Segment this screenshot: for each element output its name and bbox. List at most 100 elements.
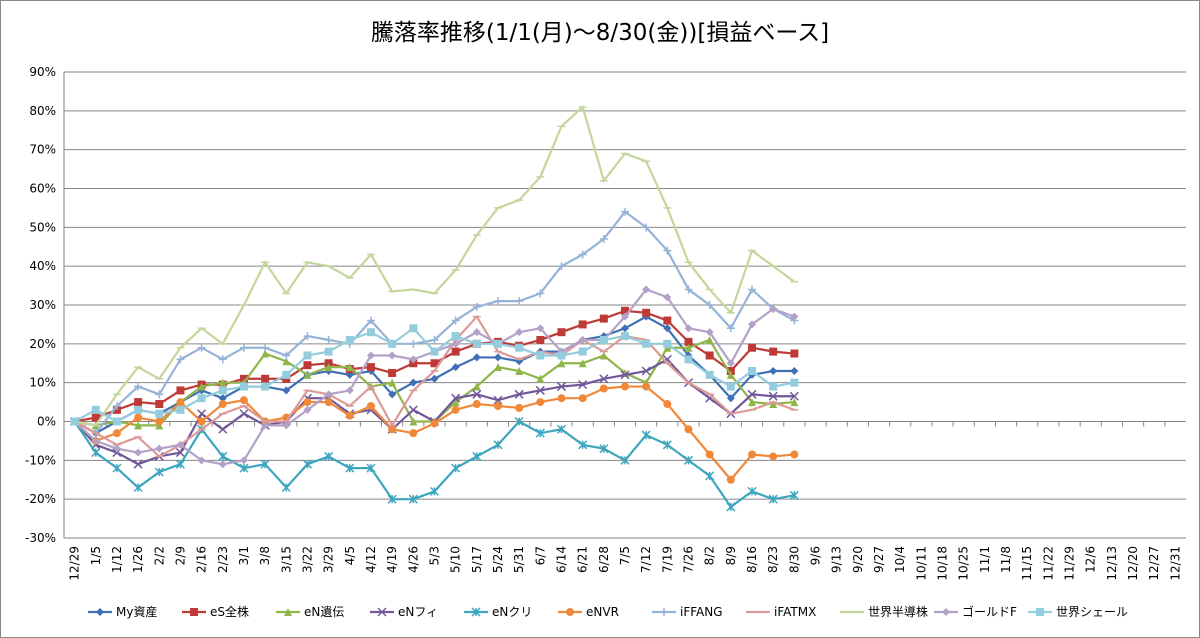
marker (70, 417, 79, 426)
y-tick-label: 80% (29, 104, 56, 118)
marker (599, 444, 609, 454)
marker (621, 324, 629, 333)
x-tick-label: 8/30 (787, 546, 801, 573)
x-tick-label: 6/28 (597, 546, 611, 573)
marker (726, 382, 735, 391)
y-tick-label: 40% (29, 259, 56, 273)
marker (599, 234, 608, 243)
marker (112, 429, 121, 438)
marker (536, 289, 545, 298)
marker (345, 335, 354, 344)
marker (324, 335, 333, 344)
marker (366, 351, 375, 360)
series (70, 207, 799, 438)
y-tick-label: 60% (29, 182, 56, 196)
x-tick-label: 2/9 (173, 546, 187, 565)
marker (303, 351, 312, 360)
y-tick-label: 10% (29, 376, 56, 390)
marker (409, 417, 418, 426)
marker (366, 328, 375, 337)
marker (472, 389, 482, 399)
marker (726, 394, 735, 403)
marker (641, 366, 651, 376)
marker (176, 355, 185, 364)
x-tick-label: 4/26 (406, 546, 420, 573)
marker (620, 455, 630, 465)
marker (515, 367, 524, 376)
marker (747, 389, 757, 399)
marker (112, 444, 121, 453)
marker (599, 384, 608, 393)
marker (663, 293, 672, 302)
x-tick-label: 6/14 (554, 546, 568, 573)
marker (578, 440, 588, 450)
x-tick-label: 8/2 (703, 546, 717, 565)
marker (324, 347, 333, 356)
marker (705, 471, 715, 481)
marker (261, 343, 270, 352)
marker (536, 351, 545, 360)
marker (472, 400, 481, 409)
marker (726, 502, 736, 512)
marker (705, 351, 714, 360)
marker (91, 448, 101, 458)
marker (789, 490, 799, 500)
marker (345, 463, 355, 473)
marker (345, 386, 354, 395)
marker (556, 424, 567, 434)
marker (620, 370, 630, 380)
marker (387, 494, 397, 504)
marker (684, 337, 693, 346)
marker (493, 440, 503, 450)
marker (134, 448, 143, 457)
marker (197, 409, 207, 419)
marker (218, 394, 227, 403)
marker (599, 374, 609, 384)
marker (790, 367, 799, 376)
marker (366, 363, 375, 372)
legend-label: iFATMX (774, 605, 816, 619)
legend-label: eN遺伝 (304, 604, 344, 619)
marker (472, 328, 481, 337)
y-tick-label: 90% (29, 65, 56, 79)
legend-label: My資産 (116, 604, 157, 619)
marker (493, 363, 502, 372)
marker (197, 343, 206, 352)
x-tick-label: 1/12 (110, 546, 124, 573)
marker (409, 429, 418, 438)
x-tick-label: 3/29 (322, 546, 336, 573)
marker (218, 378, 227, 387)
marker (96, 608, 104, 616)
x-tick-label: 9/20 (851, 546, 865, 573)
marker (430, 347, 439, 356)
marker (769, 452, 778, 461)
marker (239, 382, 248, 391)
marker (472, 382, 481, 391)
x-tick-label: 7/12 (639, 546, 653, 573)
marker (176, 386, 185, 395)
x-tick-label: 4/19 (385, 546, 399, 573)
marker (769, 382, 778, 391)
marker (748, 450, 757, 459)
marker (663, 316, 672, 325)
marker (493, 339, 502, 348)
marker (621, 207, 629, 216)
marker (684, 285, 693, 294)
marker (566, 608, 574, 616)
x-tick-label: 3/15 (279, 546, 293, 573)
marker (197, 417, 206, 426)
marker (218, 424, 228, 434)
marker (790, 450, 799, 459)
x-tick-label: 10/4 (893, 546, 907, 573)
marker (535, 385, 545, 395)
marker (514, 389, 524, 399)
marker (942, 608, 950, 616)
marker (790, 378, 799, 387)
series (70, 382, 799, 484)
marker (451, 363, 460, 372)
marker (91, 413, 100, 422)
marker (515, 343, 524, 352)
marker (536, 324, 545, 333)
marker (388, 425, 397, 434)
marker (684, 343, 693, 352)
